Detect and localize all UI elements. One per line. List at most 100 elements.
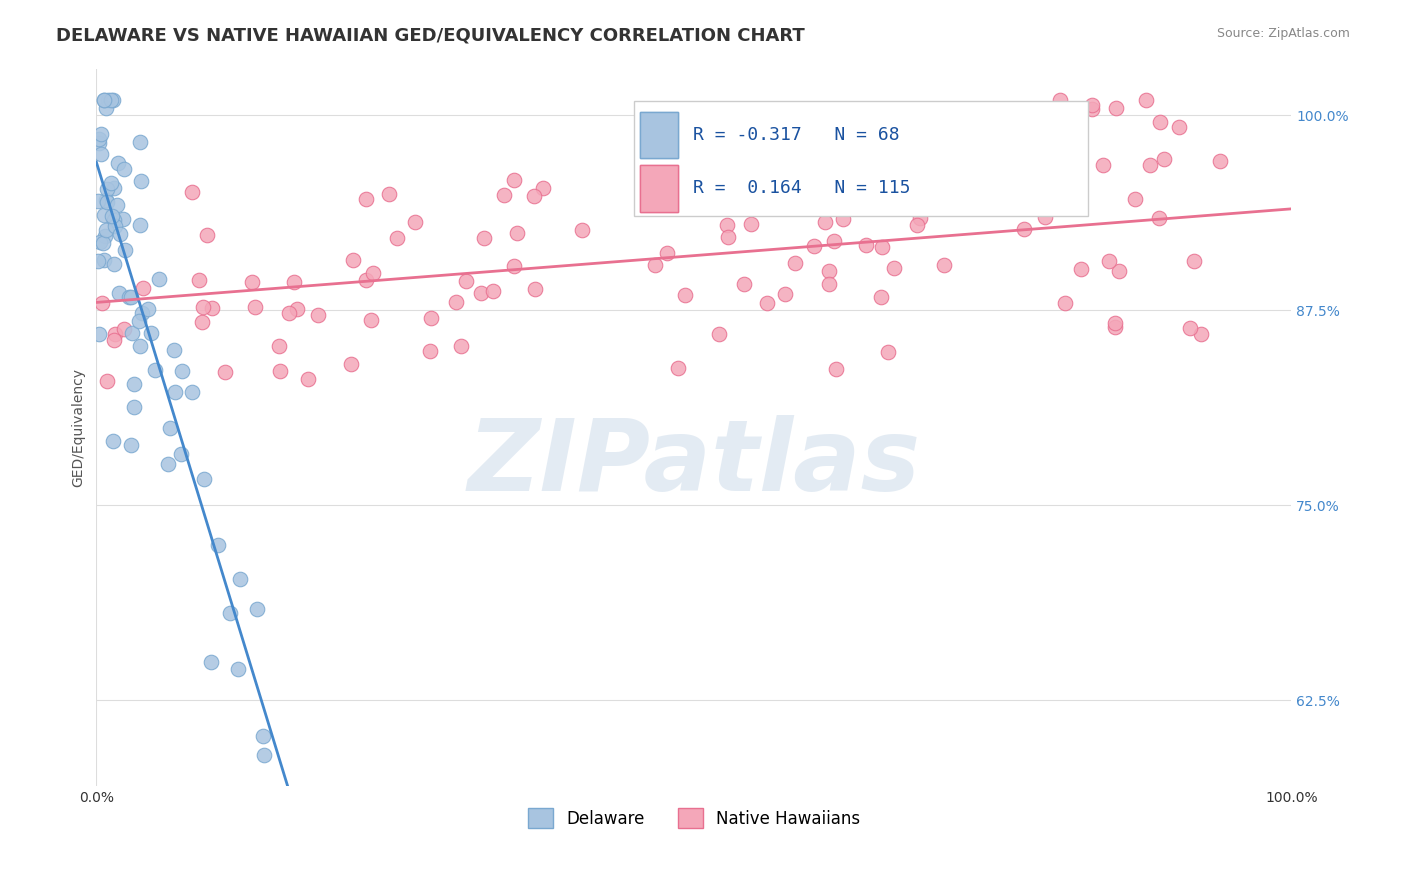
Point xyxy=(283,275,305,289)
Point xyxy=(107,198,129,212)
Point xyxy=(277,306,299,320)
Point xyxy=(910,211,932,225)
Point xyxy=(96,375,118,389)
Point xyxy=(378,187,401,202)
Point xyxy=(1123,192,1146,206)
Point xyxy=(93,253,115,268)
Point xyxy=(94,193,117,207)
Point xyxy=(136,301,159,316)
Point xyxy=(101,93,124,107)
Point xyxy=(200,655,222,669)
Point xyxy=(118,290,141,304)
Point xyxy=(927,163,949,178)
Point xyxy=(524,282,547,296)
Text: ZIPatlas: ZIPatlas xyxy=(467,415,921,511)
Point xyxy=(912,177,935,191)
Text: Source: ZipAtlas.com: Source: ZipAtlas.com xyxy=(1216,27,1350,40)
Point xyxy=(666,361,689,376)
Point xyxy=(200,301,222,316)
Point xyxy=(869,290,891,304)
Point xyxy=(1092,158,1115,172)
Point xyxy=(803,239,825,253)
Point xyxy=(112,212,135,227)
Point xyxy=(180,185,202,199)
Point xyxy=(354,273,377,287)
Point xyxy=(730,188,752,202)
Point xyxy=(825,362,848,376)
Point xyxy=(1209,154,1232,169)
Point xyxy=(219,607,242,621)
Point xyxy=(129,174,152,188)
Point xyxy=(1104,319,1126,334)
Point xyxy=(1135,93,1157,107)
Point xyxy=(360,313,382,327)
Point xyxy=(297,372,319,386)
Point xyxy=(114,243,136,257)
Point xyxy=(1081,103,1104,117)
Point xyxy=(245,300,267,314)
Point xyxy=(129,339,152,353)
Point xyxy=(773,287,796,301)
Point xyxy=(363,266,385,280)
Point xyxy=(89,235,111,249)
Point xyxy=(354,192,377,206)
Point xyxy=(1070,262,1092,277)
FancyBboxPatch shape xyxy=(634,101,1088,216)
Point xyxy=(801,108,824,122)
Point xyxy=(709,327,731,342)
Point xyxy=(94,223,117,237)
Point xyxy=(1108,263,1130,277)
Point xyxy=(131,281,153,295)
Point xyxy=(104,327,127,342)
Point xyxy=(107,155,129,169)
Point xyxy=(783,255,806,269)
Point xyxy=(1098,254,1121,268)
Point xyxy=(91,296,114,310)
Point xyxy=(90,127,112,141)
Point xyxy=(522,188,544,202)
Point xyxy=(505,226,527,240)
Point xyxy=(905,219,928,233)
Point xyxy=(823,234,845,248)
Point xyxy=(103,180,125,194)
Point xyxy=(876,176,898,190)
Point xyxy=(804,136,827,150)
Text: R =  0.164   N = 115: R = 0.164 N = 115 xyxy=(693,179,910,197)
Point xyxy=(831,211,853,226)
Point xyxy=(1147,211,1170,226)
Point xyxy=(1168,120,1191,134)
Point xyxy=(148,272,170,286)
Point xyxy=(870,240,893,254)
Point xyxy=(1139,158,1161,172)
Point xyxy=(987,182,1010,196)
Point xyxy=(716,219,738,233)
Point xyxy=(100,93,122,107)
Point xyxy=(419,343,441,358)
Point xyxy=(472,231,495,245)
Point xyxy=(122,400,145,414)
Point xyxy=(103,257,125,271)
Point xyxy=(128,314,150,328)
Point xyxy=(143,363,166,377)
Point xyxy=(481,284,503,298)
Point xyxy=(101,210,124,224)
Point xyxy=(229,572,252,586)
Point xyxy=(1053,295,1076,310)
Point xyxy=(93,208,115,222)
FancyBboxPatch shape xyxy=(640,112,678,158)
Point xyxy=(86,253,108,268)
Point xyxy=(112,162,135,177)
Point xyxy=(387,231,409,245)
Point xyxy=(121,326,143,341)
Point xyxy=(571,223,593,237)
Point xyxy=(228,662,250,676)
Point xyxy=(818,277,841,291)
Point xyxy=(817,264,839,278)
Point xyxy=(1052,123,1074,137)
Point xyxy=(1049,93,1071,107)
Point xyxy=(686,183,709,197)
Point xyxy=(108,227,131,241)
Point xyxy=(195,227,218,242)
Point xyxy=(814,215,837,229)
Point xyxy=(444,294,467,309)
